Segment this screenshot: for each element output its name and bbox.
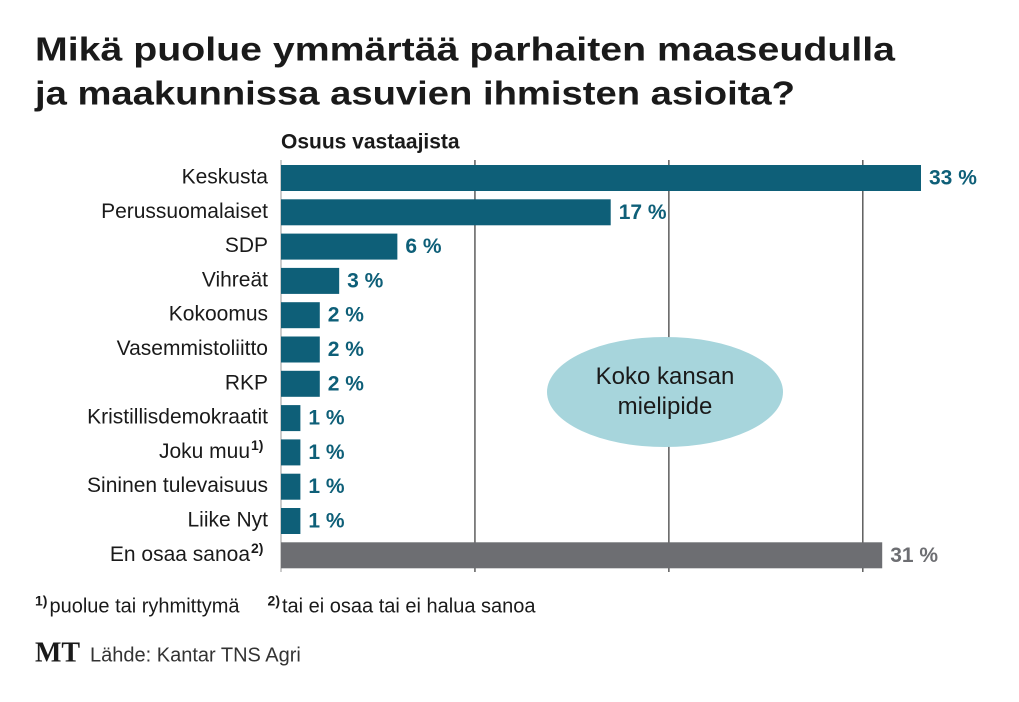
annotation: Koko kansan mielipide [596, 363, 735, 420]
footnote: tai ei osaa tai ei halua sanoa [282, 595, 536, 617]
category-label: SDP [225, 234, 268, 257]
footnote-mark: 2) [251, 540, 263, 556]
bar [281, 267, 340, 294]
bubble [547, 337, 783, 447]
category-label: Vihreät [202, 268, 268, 291]
bar [281, 508, 301, 534]
bar [281, 336, 320, 363]
value-label: 3 % [347, 269, 384, 292]
category-label: Kristillisdemokraatit [87, 406, 268, 429]
axis-label: Osuus vastaajista [281, 131, 460, 154]
footnote-mark: 2) [268, 593, 280, 609]
category-label: Sininen tulevaisuus [87, 474, 268, 497]
bar [281, 439, 301, 466]
category-label: Perussuomalaiset [101, 200, 268, 223]
bar [281, 473, 301, 500]
category-label: Keskusta [182, 166, 269, 189]
value-label: 1 % [308, 441, 345, 464]
chart-title: Mikä puolue ymmärtää parhaiten maaseudul… [35, 31, 896, 68]
value-label: 1 % [308, 510, 345, 533]
category-label: Liike Nyt [187, 509, 268, 532]
bar [281, 233, 398, 260]
bar [281, 542, 883, 569]
bar [281, 302, 320, 329]
bar [281, 405, 301, 432]
annotation-line: mielipide [618, 393, 713, 420]
value-label: 6 % [405, 235, 442, 258]
source: Lähde: Kantar TNS Agri [90, 644, 301, 666]
footnote-mark: 1) [35, 593, 47, 609]
value-label: 17 % [619, 201, 667, 224]
value-label: 2 % [328, 338, 365, 361]
category-label: Vasemmistoliitto [117, 337, 268, 360]
annotation-line: Koko kansan [596, 363, 735, 390]
value-label: 2 % [328, 372, 365, 395]
value-label: 33 % [929, 167, 977, 190]
value-label: 1 % [308, 407, 345, 430]
value-label: 1 % [308, 475, 345, 498]
category-label: Kokoomus [169, 303, 268, 326]
category-label: Joku muu [159, 440, 250, 463]
category-label: En osaa sanoa [110, 543, 250, 566]
logo: MT [35, 637, 80, 668]
value-label: 2 % [328, 304, 365, 327]
bar [281, 165, 921, 191]
category-label: RKP [225, 371, 268, 394]
bar [281, 199, 611, 226]
footnote-mark: 1) [251, 437, 263, 453]
value-label: 31 % [890, 544, 938, 567]
footnote: puolue tai ryhmittymä [49, 595, 240, 617]
bar [281, 370, 320, 397]
chart-title: ja maakunnissa asuvien ihmisten asioita? [34, 75, 795, 112]
